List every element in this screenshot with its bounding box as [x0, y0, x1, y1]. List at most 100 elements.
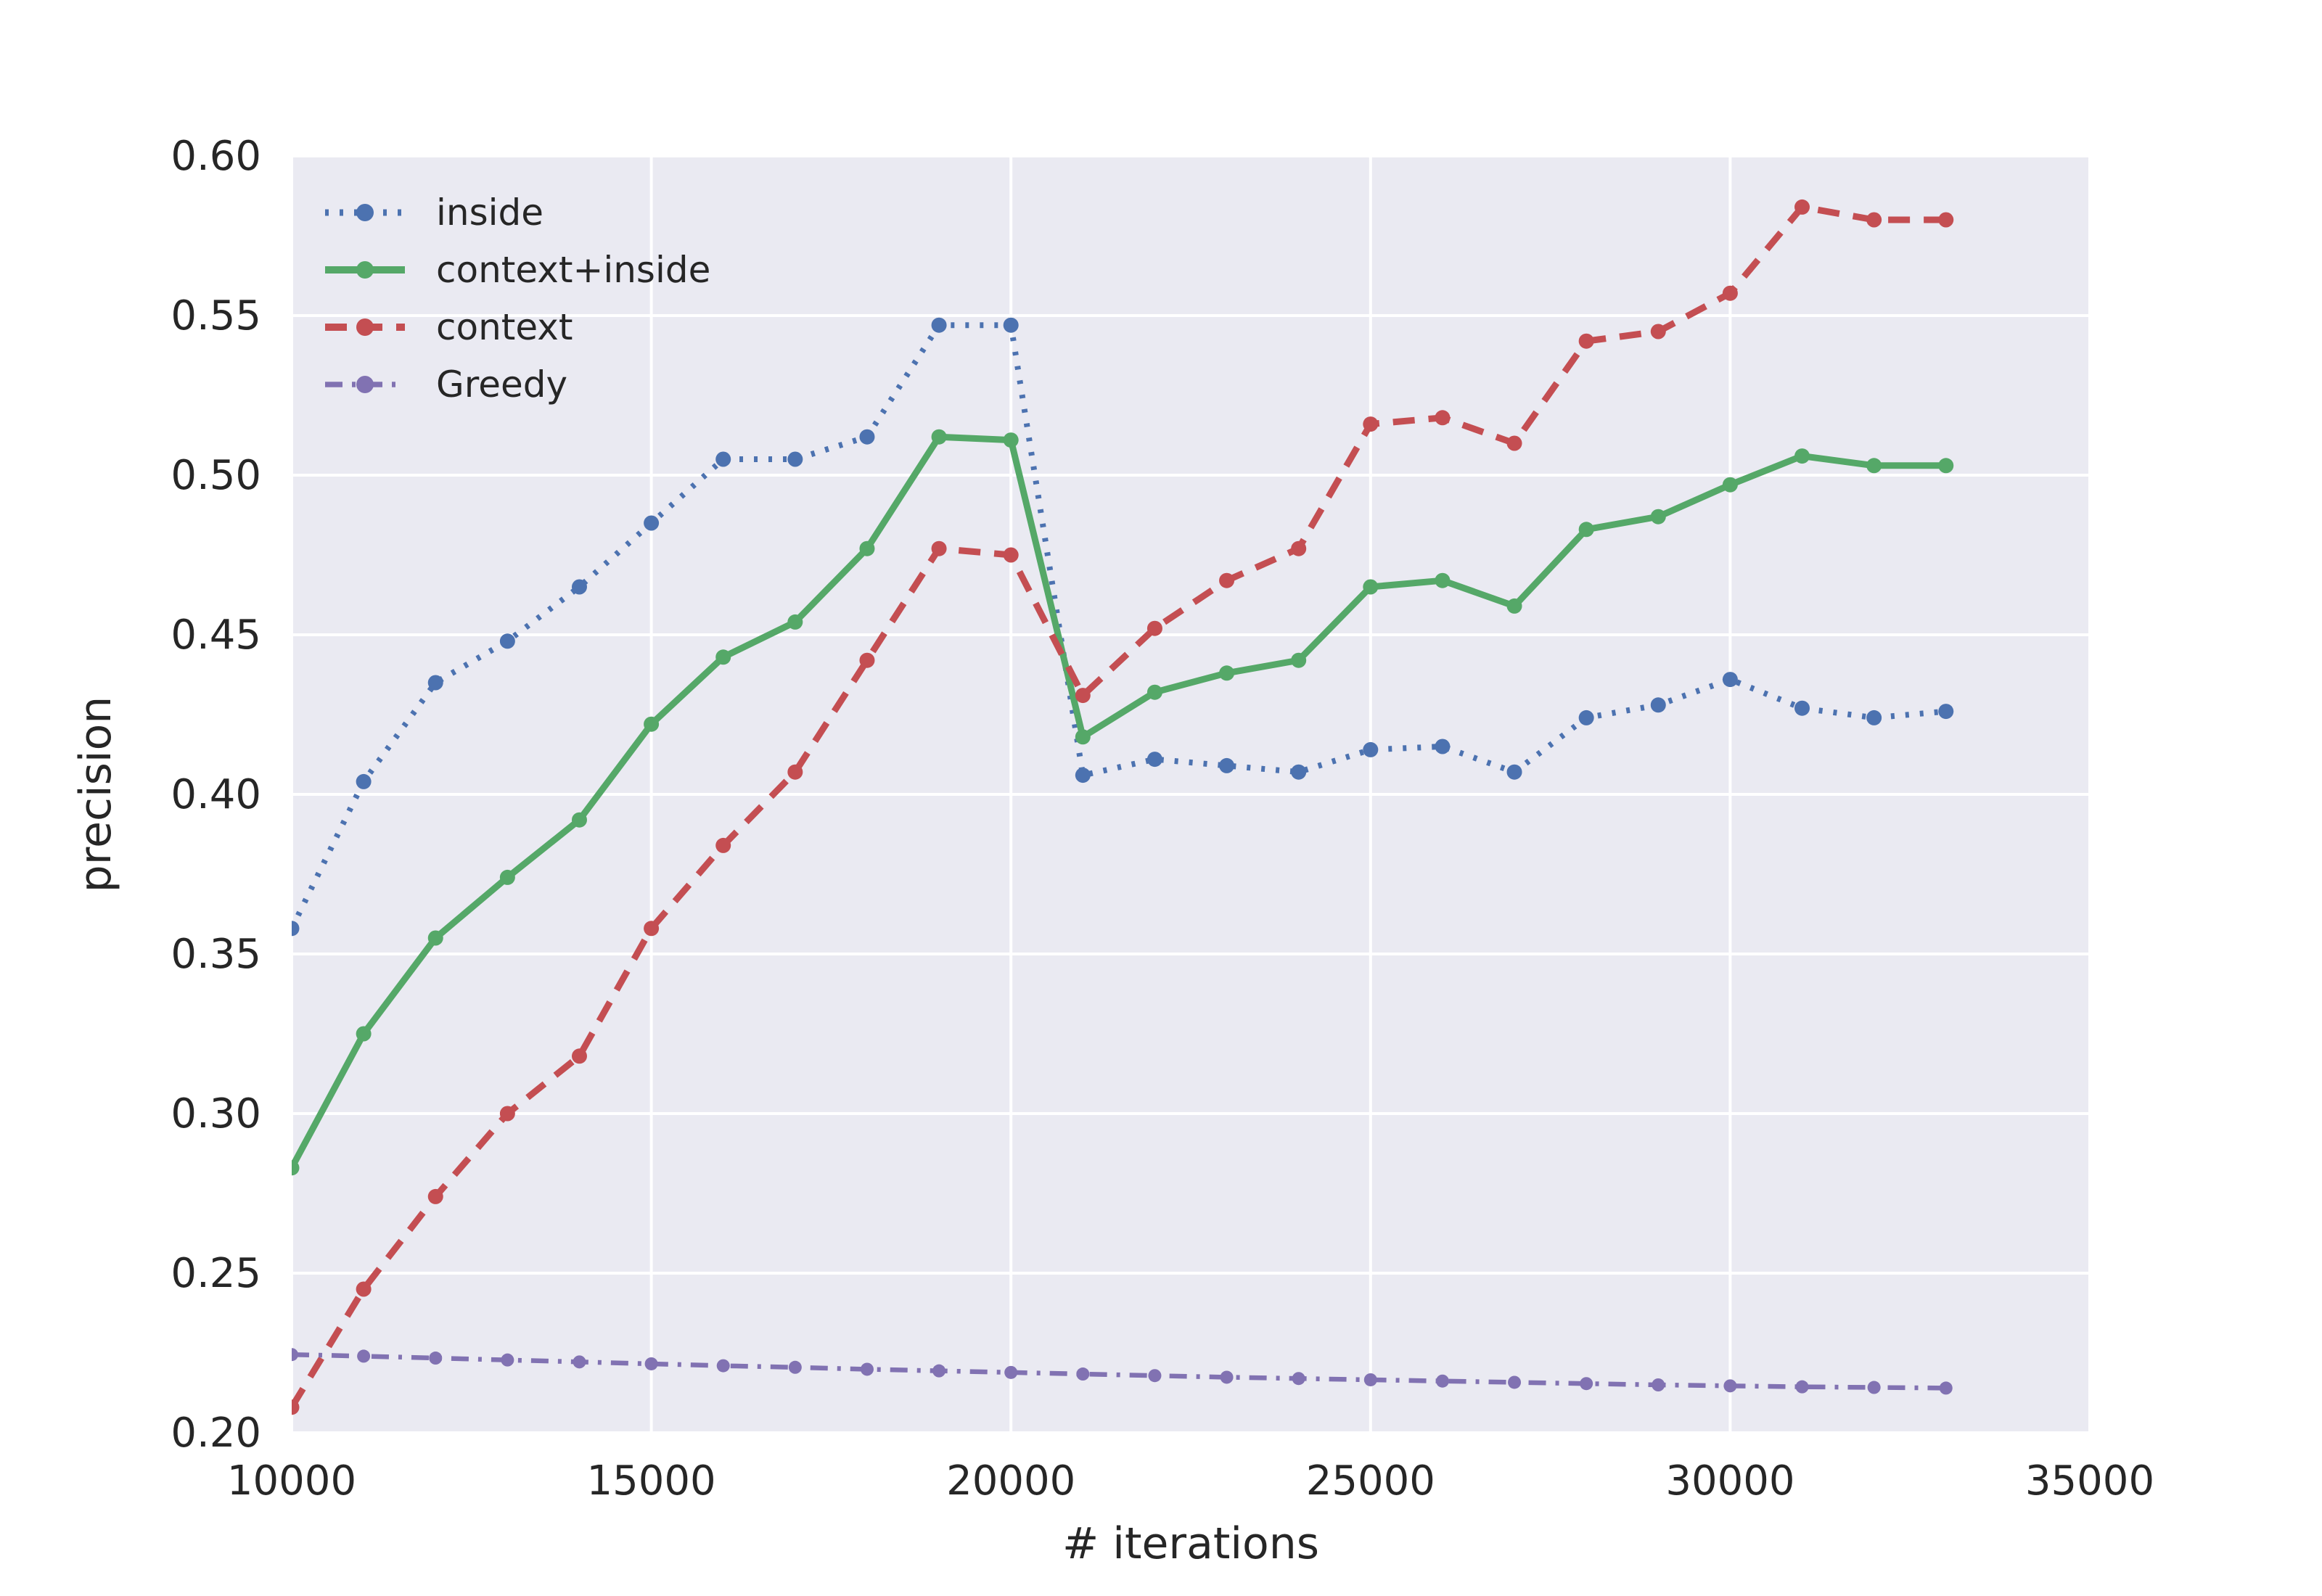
data-point-marker: [1795, 1380, 1809, 1394]
y-tick-label: 0.35: [171, 931, 261, 978]
series-line-context+inside: [292, 433, 1946, 1169]
data-point-marker: [1506, 598, 1522, 614]
data-point-marker: [1938, 458, 1954, 474]
data-point-marker: [1506, 764, 1522, 780]
data-point-marker: [1075, 768, 1091, 783]
gridlines: [290, 155, 2091, 1434]
legend-item-inside: inside: [325, 192, 543, 234]
series-markers-Greedy: [292, 1348, 1953, 1395]
data-point-marker: [1146, 620, 1162, 636]
series-markers-context+inside: [292, 429, 1954, 1176]
data-point-marker: [573, 1355, 586, 1369]
data-point-marker: [1650, 324, 1666, 340]
data-point-marker: [427, 675, 443, 691]
data-point-marker: [1219, 757, 1235, 773]
data-point-marker: [499, 1106, 515, 1122]
y-tick-label: 0.20: [171, 1410, 261, 1457]
data-point-marker: [1219, 572, 1235, 588]
data-point-marker: [1076, 1367, 1090, 1381]
data-point-marker: [1435, 410, 1451, 426]
data-point-marker: [1435, 572, 1451, 588]
data-point-marker: [429, 1352, 443, 1365]
data-point-marker: [1003, 432, 1019, 448]
data-point-marker: [1146, 752, 1162, 768]
y-tick-label: 0.45: [171, 612, 261, 659]
data-point-marker: [1291, 540, 1307, 556]
data-point-marker: [931, 429, 947, 445]
data-point-marker: [1578, 333, 1594, 349]
legend-item-Greedy: Greedy: [325, 363, 567, 406]
series-markers-context: [292, 199, 1954, 1415]
data-point-marker: [1363, 579, 1379, 595]
data-point-marker: [1578, 522, 1594, 538]
y-tick-label: 0.30: [171, 1090, 261, 1138]
legend-item-context+inside: context+inside: [325, 249, 710, 291]
legend-label: context+inside: [436, 249, 710, 291]
series-line-Greedy: [292, 1352, 1946, 1391]
legend-marker: [356, 204, 374, 221]
data-point-marker: [1003, 547, 1019, 563]
data-point-marker: [931, 540, 947, 556]
legend: inside context+inside context Greedy: [325, 192, 710, 406]
data-point-marker: [1291, 652, 1307, 668]
data-point-marker: [715, 451, 731, 467]
data-point-marker: [499, 869, 515, 885]
data-point-marker: [1219, 665, 1235, 681]
data-point-marker: [1075, 688, 1091, 704]
series-line-inside: [292, 322, 1947, 930]
x-tick-label: 10000: [227, 1457, 356, 1505]
data-point-marker: [1650, 509, 1666, 525]
data-point-marker: [644, 515, 660, 531]
data-point-marker: [1938, 212, 1954, 228]
data-point-marker: [1722, 285, 1738, 301]
data-point-marker: [499, 633, 515, 649]
x-tick-label: 35000: [2025, 1457, 2154, 1505]
data-point-marker: [859, 540, 875, 556]
data-point-marker: [1506, 435, 1522, 451]
series-line-context: [292, 203, 1946, 1410]
data-point-marker: [292, 1399, 300, 1415]
data-point-marker: [1866, 458, 1882, 474]
data-point-marker: [356, 1281, 372, 1297]
series-markers-inside: [292, 317, 1954, 937]
series-layer: [292, 199, 1954, 1415]
data-point-marker: [1794, 700, 1810, 716]
data-point-marker: [357, 1349, 371, 1363]
x-tick-label: 30000: [1665, 1457, 1794, 1505]
data-point-marker: [1363, 741, 1379, 757]
data-point-marker: [788, 1360, 802, 1374]
data-point-marker: [1794, 199, 1810, 215]
data-point-marker: [1508, 1375, 1522, 1389]
data-point-marker: [427, 1188, 443, 1204]
legend-marker: [356, 261, 374, 279]
data-point-marker: [644, 1357, 658, 1370]
data-point-marker: [1291, 764, 1307, 780]
legend-item-context: context: [325, 306, 573, 348]
data-point-marker: [1148, 1369, 1162, 1383]
data-point-marker: [1363, 416, 1379, 432]
data-point-marker: [571, 1048, 587, 1064]
y-axis-label: precision: [70, 696, 121, 893]
data-point-marker: [356, 1026, 372, 1042]
legend-label: context: [436, 306, 573, 348]
data-point-marker: [356, 773, 372, 789]
legend-marker: [356, 376, 374, 393]
data-point-marker: [1578, 709, 1594, 725]
data-point-marker: [1722, 477, 1738, 493]
data-point-marker: [1939, 1381, 1953, 1395]
data-point-marker: [1435, 739, 1451, 754]
data-point-marker: [292, 921, 300, 937]
data-point-marker: [1292, 1372, 1305, 1386]
plot-area: 10000 15000 20000 25000 30000 35000 0.20 0.25 0.…: [171, 133, 2154, 1505]
data-point-marker: [501, 1353, 514, 1367]
data-point-marker: [427, 930, 443, 946]
data-point-marker: [1723, 1379, 1737, 1393]
data-point-marker: [716, 1359, 730, 1373]
data-point-marker: [932, 1364, 946, 1378]
x-tick-label: 15000: [587, 1457, 716, 1505]
data-point-marker: [715, 837, 731, 853]
data-point-marker: [1650, 697, 1666, 713]
y-tick-label: 0.25: [171, 1250, 261, 1297]
